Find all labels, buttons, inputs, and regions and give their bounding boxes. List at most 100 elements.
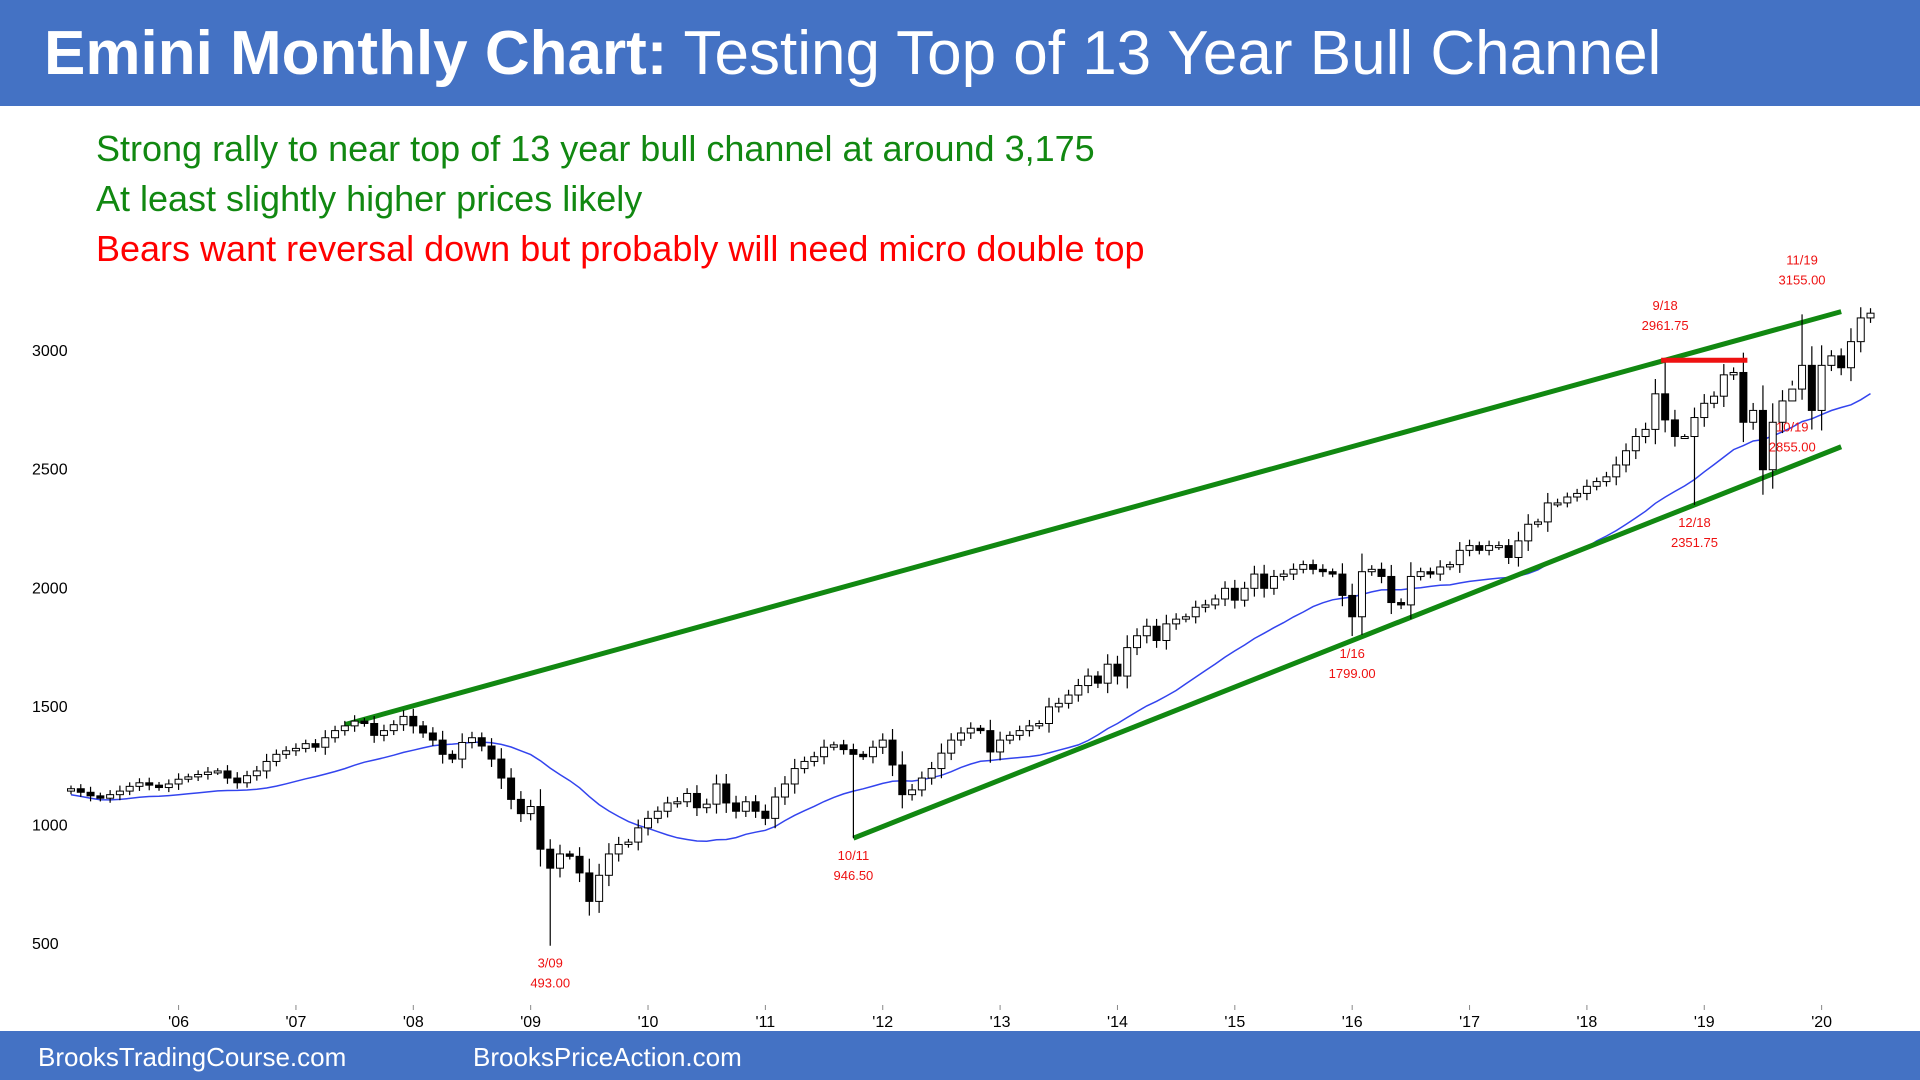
bull-candle	[1221, 587, 1230, 600]
bear-candle	[1309, 564, 1318, 570]
x-tick-label: '11	[756, 1014, 776, 1030]
bear-candle	[370, 723, 379, 736]
bear-candle	[761, 810, 770, 819]
bull-candle	[624, 841, 633, 845]
bull-candle	[379, 730, 388, 736]
bull-candle	[868, 746, 877, 758]
channel-bottom-line	[852, 444, 1843, 841]
bear-candle	[888, 739, 897, 766]
bear-candle	[1093, 675, 1102, 684]
swing-price-label: 946.50	[834, 868, 874, 883]
bull-candle	[331, 730, 340, 739]
bull-candle	[820, 746, 829, 758]
chart-title: Emini Monthly Chart: Testing Top of 13 Y…	[44, 18, 1661, 90]
bull-candle	[174, 778, 183, 785]
bull-candle	[1866, 312, 1875, 319]
footer-site-left[interactable]: BrooksTradingCourse.com	[38, 1042, 347, 1072]
bull-candle	[1798, 364, 1807, 390]
swing-price-label: 2351.75	[1671, 535, 1718, 550]
x-axis: '06 '07 '08 '09 '10 '11 '12 '13 '14 '15 '16 '17 '18 '…	[168, 1005, 1832, 1030]
bull-candle	[1250, 573, 1259, 589]
bull-candle	[966, 727, 975, 734]
bull-candle	[243, 775, 252, 784]
swing-date-label: 11/19	[1786, 252, 1818, 267]
bull-candle	[67, 788, 75, 792]
y-tick-label: 3000	[32, 343, 68, 360]
bear-candle	[986, 730, 995, 753]
bear-candle	[155, 784, 164, 789]
bear-candle	[546, 848, 555, 869]
x-tick-label: '17	[1459, 1014, 1480, 1030]
swing-date-label: 12/18	[1678, 515, 1711, 530]
footer-site-right[interactable]: BrooksPriceAction.com	[473, 1042, 742, 1072]
bear-candle	[1837, 355, 1846, 369]
bull-candle	[1465, 545, 1474, 551]
bear-candle	[839, 744, 848, 751]
bull-candle	[1563, 496, 1572, 504]
bull-candle	[908, 789, 917, 796]
bear-candle	[1661, 393, 1670, 421]
bull-candle	[702, 803, 711, 809]
bull-candle	[1406, 575, 1415, 606]
bear-candle	[1318, 568, 1327, 573]
bull-candle	[1357, 571, 1366, 618]
bull-candle	[712, 783, 721, 805]
bear-candle	[477, 737, 486, 747]
bull-candle	[1778, 400, 1787, 423]
bull-candle	[1622, 450, 1631, 466]
bear-candle	[516, 798, 525, 815]
bull-candle	[780, 783, 789, 798]
bull-candle	[956, 732, 965, 741]
bull-candle	[1367, 568, 1376, 573]
bull-candle	[526, 806, 535, 815]
note-line-3: Bears want reversal down but probably wi…	[96, 228, 1145, 269]
bull-candle	[1846, 341, 1855, 369]
bear-candle	[1670, 419, 1679, 438]
bull-candle	[1700, 402, 1709, 419]
bear-candle	[428, 732, 437, 741]
bull-candle	[194, 773, 203, 778]
bull-candle	[1269, 575, 1278, 589]
bear-candle	[1328, 571, 1337, 575]
bull-candle	[741, 801, 750, 812]
x-tick-label: '13	[990, 1014, 1011, 1030]
swing-date-label: 9/18	[1652, 298, 1677, 313]
price-chart: 3/09 493.00 10/11 946.50 1/16 1799.00 9/18 2961…	[32, 252, 1875, 1030]
swing-price-label: 2961.75	[1642, 318, 1689, 333]
bear-candle	[1387, 575, 1396, 604]
bear-candle	[859, 753, 868, 758]
bull-candle	[1035, 723, 1044, 727]
bear-candle	[1348, 594, 1357, 618]
bull-candle	[1641, 428, 1650, 438]
bull-candle	[1162, 623, 1171, 641]
bull-candle	[262, 760, 271, 772]
bear-candle	[976, 727, 985, 732]
bull-candle	[1534, 521, 1542, 525]
bull-candle	[1201, 604, 1210, 608]
bull-candle	[595, 874, 604, 902]
y-tick-label: 2500	[32, 462, 68, 479]
bull-candle	[467, 737, 476, 743]
bull-candle	[663, 802, 672, 812]
x-tick-label: '16	[1342, 1014, 1363, 1030]
bull-candle	[115, 790, 124, 796]
x-tick-label: '06	[168, 1014, 189, 1030]
bull-candle	[1710, 395, 1719, 404]
bear-candle	[1504, 545, 1513, 558]
x-tick-label: '20	[1811, 1014, 1832, 1030]
swing-date-label: 10/19	[1776, 420, 1809, 435]
moving-average-layer	[70, 392, 1871, 842]
bull-candle	[389, 724, 398, 732]
bull-candle	[1279, 573, 1288, 577]
bull-candle	[996, 739, 1005, 753]
bull-candle	[1005, 734, 1014, 741]
bull-candle	[829, 744, 838, 748]
bear-candle	[145, 782, 154, 786]
bull-candle	[252, 770, 261, 777]
note-line-1: Strong rally to near top of 13 year bull…	[96, 128, 1095, 169]
bull-candle	[1289, 568, 1298, 575]
bull-candle	[1729, 371, 1738, 376]
bear-candle	[1152, 625, 1161, 641]
bull-candle	[1514, 540, 1523, 558]
bull-candle	[1181, 616, 1190, 620]
